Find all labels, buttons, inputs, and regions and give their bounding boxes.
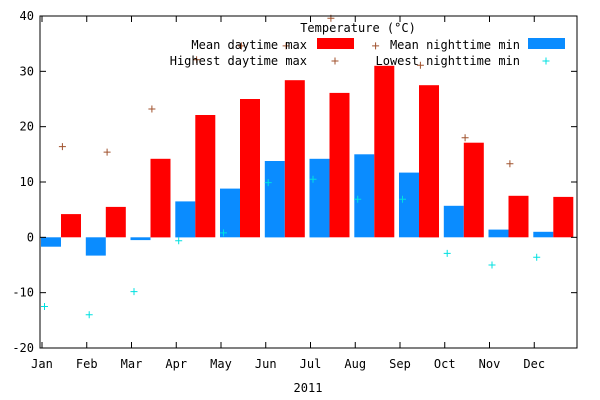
bars-layer (41, 65, 574, 256)
x-tick-label: Mar (121, 357, 143, 371)
x-tick-label: Oct (434, 357, 456, 371)
y-tick-label: 40 (20, 9, 34, 23)
point-lowest-nighttime-min (443, 249, 451, 257)
bar-mean-daytime-max (150, 158, 171, 238)
bar-mean-daytime-max (508, 195, 529, 238)
x-tick-label: Nov (479, 357, 501, 371)
bar-mean-nighttime-min (443, 205, 464, 238)
legend-swatch-mean-nighttime-min (528, 38, 565, 49)
x-tick-label: Feb (76, 357, 98, 371)
legend: Temperature (°C) Mean daytime max Mean n… (170, 21, 565, 68)
chart-title: Temperature (°C) (300, 21, 416, 35)
bar-mean-daytime-max (195, 115, 216, 238)
bar-mean-daytime-max (329, 92, 350, 238)
y-tick-label: 0 (27, 230, 34, 244)
point-lowest-nighttime-min (264, 179, 272, 187)
bar-mean-nighttime-min (533, 231, 554, 238)
legend-swatch-mean-daytime-max (317, 38, 354, 49)
bar-mean-daytime-max (553, 196, 574, 238)
bar-mean-daytime-max (105, 206, 126, 238)
point-lowest-nighttime-min (175, 237, 183, 245)
point-lowest-nighttime-min (399, 195, 406, 203)
x-axis: Jan Feb Mar Apr May Jun Jul Aug Sep Oct Nov Dec (31, 16, 545, 371)
x-tick-label: Apr (165, 357, 187, 371)
y-axis: -20 -10 0 10 20 30 40 (12, 9, 577, 355)
point-lowest-nighttime-min (354, 195, 362, 203)
bar-mean-daytime-max (463, 142, 484, 238)
x-tick-label: Sep (389, 357, 411, 371)
legend-label-highest-daytime-max: Highest daytime max (170, 54, 307, 68)
bar-mean-nighttime-min (399, 172, 419, 238)
point-highest-daytime-max (372, 42, 380, 50)
bar-mean-daytime-max (374, 65, 395, 238)
bar-mean-nighttime-min (41, 237, 61, 247)
y-tick-label: 10 (20, 175, 34, 189)
point-highest-daytime-max (506, 160, 514, 168)
point-highest-daytime-max (148, 105, 156, 113)
point-lowest-nighttime-min (41, 303, 48, 310)
x-tick-label: Dec (523, 357, 545, 371)
x-tick-label: Jan (31, 357, 53, 371)
point-highest-daytime-max (237, 42, 245, 50)
point-highest-daytime-max (193, 56, 201, 64)
bar-mean-nighttime-min (264, 161, 285, 238)
point-lowest-nighttime-min (130, 288, 138, 296)
bar-mean-nighttime-min (354, 154, 375, 238)
point-highest-daytime-max (58, 143, 66, 151)
point-highest-daytime-max (103, 148, 111, 156)
bar-mean-daytime-max (61, 214, 81, 238)
x-axis-label: 2011 (294, 381, 323, 395)
point-lowest-nighttime-min (533, 253, 541, 261)
point-highest-daytime-max (416, 61, 424, 69)
bar-mean-nighttime-min (488, 229, 509, 238)
x-tick-label: May (210, 357, 232, 371)
x-tick-label: Jun (255, 357, 277, 371)
x-tick-label: Jul (300, 357, 322, 371)
legend-label-mean-daytime-max: Mean daytime max (191, 38, 307, 52)
y-tick-label: -10 (12, 286, 34, 300)
bar-mean-nighttime-min (130, 237, 151, 241)
point-highest-daytime-max (461, 134, 469, 142)
point-lowest-nighttime-min (85, 311, 93, 319)
y-tick-label: 20 (20, 120, 34, 134)
legend-label-lowest-nighttime-min: Lowest nighttime min (376, 54, 521, 68)
bar-mean-daytime-max (284, 80, 305, 238)
point-lowest-nighttime-min (309, 175, 317, 183)
x-tick-label: Aug (344, 357, 366, 371)
point-lowest-nighttime-min (220, 229, 227, 237)
bar-mean-nighttime-min (309, 158, 330, 238)
bar-mean-nighttime-min (85, 237, 106, 256)
legend-marker-highest-daytime-max (331, 57, 339, 65)
point-lowest-nighttime-min (488, 261, 496, 269)
points-layer (41, 14, 541, 319)
legend-marker-lowest-nighttime-min (542, 57, 550, 65)
point-highest-daytime-max (282, 42, 290, 50)
y-tick-label: -20 (12, 341, 34, 355)
legend-label-mean-nighttime-min: Mean nighttime min (390, 38, 520, 52)
bar-mean-nighttime-min (220, 188, 240, 238)
y-tick-label: 30 (20, 64, 34, 78)
bar-mean-daytime-max (419, 85, 439, 238)
bar-mean-nighttime-min (175, 201, 196, 238)
bar-mean-daytime-max (240, 99, 260, 238)
